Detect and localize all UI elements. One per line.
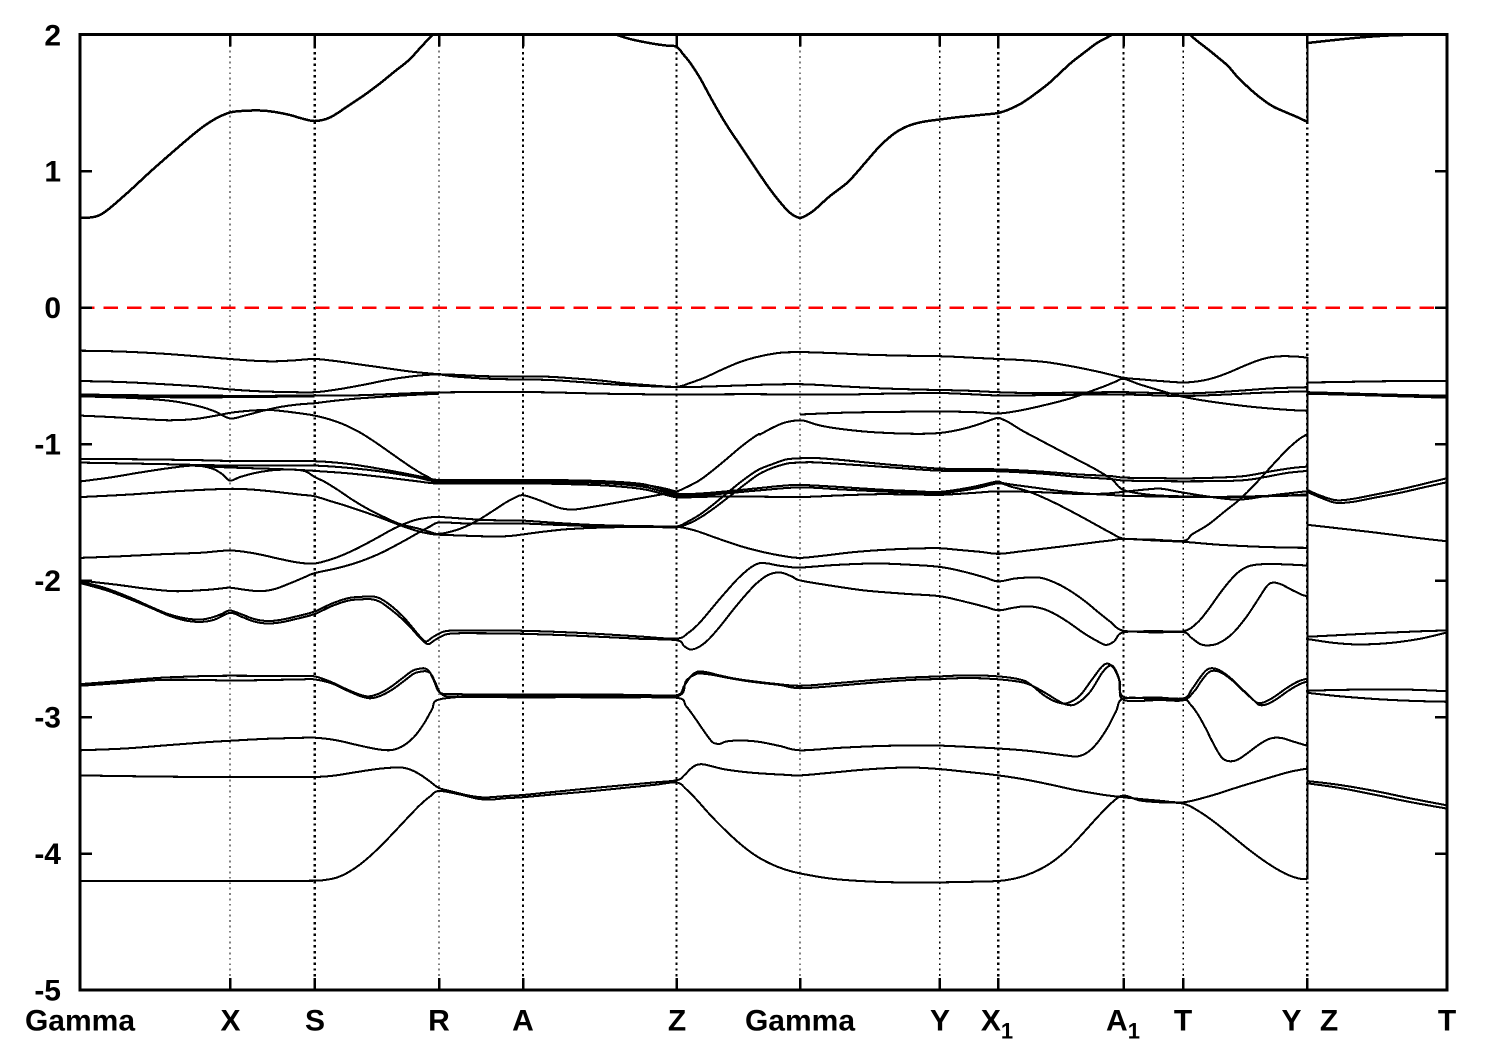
svg-text:Gamma: Gamma bbox=[745, 1005, 855, 1038]
svg-text:Y: Y bbox=[930, 1005, 950, 1038]
svg-text:2: 2 bbox=[44, 20, 61, 53]
svg-text:X: X bbox=[220, 1005, 240, 1038]
svg-text:S: S bbox=[305, 1005, 325, 1038]
svg-text:Y: Y bbox=[1281, 1005, 1301, 1038]
svg-text:A: A bbox=[512, 1005, 534, 1038]
svg-text:Z: Z bbox=[668, 1005, 686, 1038]
svg-text:-1: -1 bbox=[34, 429, 61, 462]
svg-text:Z: Z bbox=[1320, 1005, 1338, 1038]
svg-text:T: T bbox=[1438, 1005, 1456, 1038]
svg-text:-4: -4 bbox=[34, 838, 61, 871]
svg-text:-5: -5 bbox=[34, 975, 61, 1008]
svg-text:-3: -3 bbox=[34, 702, 61, 735]
svg-text:-2: -2 bbox=[34, 565, 61, 598]
svg-text:0: 0 bbox=[44, 292, 61, 325]
svg-text:Gamma: Gamma bbox=[25, 1005, 135, 1038]
svg-text:1: 1 bbox=[44, 156, 61, 189]
svg-text:R: R bbox=[428, 1005, 450, 1038]
svg-text:T: T bbox=[1174, 1005, 1192, 1038]
